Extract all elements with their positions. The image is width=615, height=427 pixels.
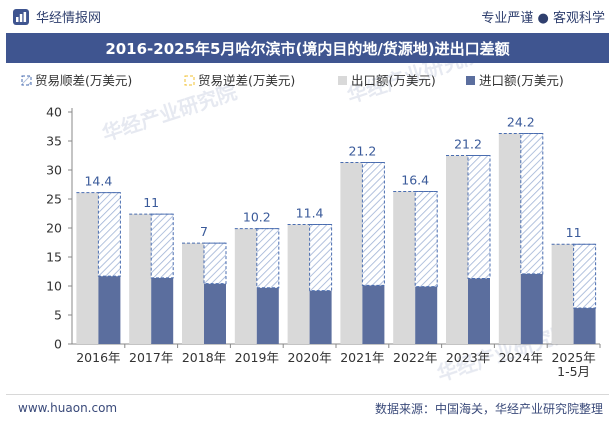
import-bar — [98, 276, 121, 344]
brand-name: 华经情报网 — [36, 11, 102, 26]
surplus-bar — [150, 213, 174, 279]
export-bar — [287, 224, 310, 344]
import-bar — [573, 308, 596, 344]
import-bar — [151, 277, 174, 344]
x-tick-label: 2020年 — [287, 350, 331, 365]
surplus-value-label: 16.4 — [401, 172, 429, 187]
footer-website: www.huaon.com — [18, 401, 118, 415]
x-tick-label: 2023年 — [446, 350, 490, 365]
legend-swatch — [21, 75, 32, 86]
export-bar — [182, 243, 204, 344]
brand-logo-icon — [13, 8, 29, 25]
export-bar — [498, 133, 521, 344]
legend: 贸易顺差(万美元) 贸易逆差(万美元) 出口额(万美元) 进口额(万美元) — [21, 73, 564, 88]
legend-label: 出口额(万美元) — [351, 73, 436, 88]
footer-source: 数据来源：中国海关，华经产业研究院整理 — [374, 401, 603, 416]
x-tick-label: 2016年 — [76, 350, 120, 365]
legend-item: 贸易顺差(万美元) — [21, 73, 132, 88]
export-bar — [234, 228, 257, 344]
y-tick-label: 35 — [46, 134, 62, 149]
import-bar — [362, 285, 385, 344]
legend-swatch — [338, 76, 347, 85]
y-tick-label: 40 — [46, 105, 62, 120]
export-bar — [446, 155, 468, 344]
import-bar — [204, 283, 226, 344]
import-bar — [256, 287, 279, 344]
export-bar — [76, 192, 99, 344]
surplus-value-label: 21.2 — [454, 137, 482, 152]
x-tick-label: 1-5月 — [557, 364, 590, 379]
surplus-value-label: 7 — [200, 224, 208, 239]
surplus-bar — [203, 242, 227, 285]
legend-item: 出口额(万美元) — [338, 73, 436, 88]
footer-divider — [6, 394, 609, 395]
legend-label: 进口额(万美元) — [479, 73, 564, 88]
import-bar — [468, 278, 490, 344]
surplus-value-label: 10.2 — [243, 210, 271, 225]
legend-label: 贸易逆差(万美元) — [198, 73, 295, 88]
surplus-bar — [467, 155, 491, 279]
y-tick-label: 30 — [46, 163, 62, 178]
import-bar — [309, 290, 332, 344]
surplus-value-label: 11.4 — [296, 206, 324, 221]
x-tick-label: 2018年 — [182, 350, 226, 365]
surplus-value-label: 11 — [566, 225, 582, 240]
x-tick-label: 2025年 — [551, 350, 595, 365]
surplus-value-label: 14.4 — [84, 174, 112, 189]
export-bar — [551, 244, 574, 344]
y-tick-label: 25 — [46, 192, 62, 207]
import-bar — [520, 273, 543, 344]
surplus-value-label: 24.2 — [507, 114, 535, 129]
chart-title: 2016-2025年5月哈尔滨市(境内目的地/货源地)进出口差额 — [6, 33, 609, 63]
watermark-text: 华经产业研究院 — [99, 80, 240, 146]
x-tick-label: 2022年 — [393, 350, 437, 365]
y-tick-label: 20 — [46, 221, 62, 236]
x-tick-label: 2017年 — [129, 350, 173, 365]
surplus-bar — [414, 190, 438, 288]
import-bar — [415, 286, 438, 344]
x-tick-label: 2024年 — [499, 350, 543, 365]
surplus-bar — [361, 161, 385, 286]
top-bar: 华经情报网 专业严谨 ● 客观科学 — [0, 0, 615, 33]
footer: www.huaon.com 数据来源：中国海关，华经产业研究院整理 — [0, 396, 615, 420]
surplus-value-label: 21.2 — [348, 143, 376, 158]
legend-swatch — [466, 76, 475, 85]
surplus-value-label: 11 — [143, 195, 159, 210]
surplus-bar — [573, 243, 597, 309]
x-tick-label: 2019年 — [235, 350, 279, 365]
legend-swatch — [184, 75, 195, 86]
y-tick-label: 5 — [54, 308, 62, 323]
y-tick-label: 10 — [46, 279, 62, 294]
y-tick-label: 0 — [54, 337, 62, 352]
export-bar — [393, 191, 416, 344]
legend-label: 贸易顺差(万美元) — [35, 73, 132, 88]
legend-item: 贸易逆差(万美元) — [184, 73, 295, 88]
y-tick-label: 15 — [46, 250, 62, 265]
surplus-bar — [520, 132, 544, 275]
surplus-bar — [256, 228, 280, 289]
brand: 华经情报网 — [12, 7, 101, 26]
export-bar — [129, 214, 152, 344]
surplus-bar — [97, 192, 121, 277]
legend-item: 进口额(万美元) — [466, 73, 564, 88]
brand-tagline: 专业严谨 ● 客观科学 — [481, 11, 605, 26]
x-tick-label: 2021年 — [340, 350, 384, 365]
export-bar — [340, 162, 363, 344]
surplus-bar — [309, 224, 333, 292]
